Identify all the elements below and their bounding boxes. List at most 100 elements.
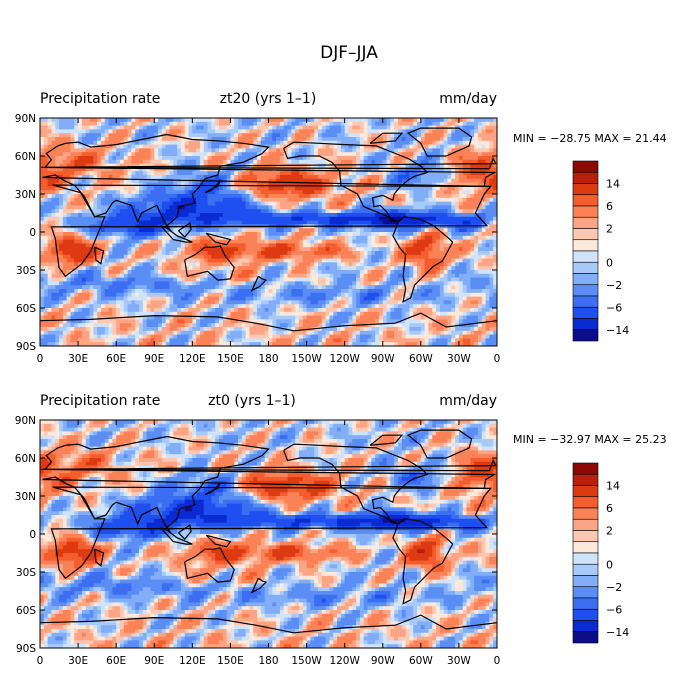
field-cell	[245, 216, 250, 221]
field-cell	[59, 178, 64, 183]
field-cell	[70, 201, 75, 206]
field-cell	[386, 129, 391, 134]
field-cell	[89, 228, 94, 233]
field-cell	[424, 171, 429, 176]
field-cell	[420, 239, 426, 244]
field-cell	[184, 205, 189, 210]
field-cell	[139, 163, 144, 168]
field-cell	[196, 220, 201, 225]
field-cell	[74, 190, 79, 195]
field-cell	[344, 220, 349, 225]
field-cell	[78, 270, 83, 275]
field-cell	[264, 262, 269, 267]
field-cell	[199, 194, 205, 199]
field-cell	[234, 182, 239, 187]
field-cell	[100, 266, 106, 271]
field-cell	[359, 140, 365, 145]
field-cell	[146, 258, 151, 263]
field-cell	[337, 209, 342, 214]
field-cell	[169, 247, 174, 252]
field-cell	[436, 224, 441, 229]
field-cell	[401, 254, 406, 259]
field-cell	[439, 205, 445, 210]
field-cell	[371, 258, 376, 263]
field-cell	[154, 220, 159, 225]
field-cell	[97, 175, 102, 180]
field-cell	[298, 205, 304, 210]
field-cell	[85, 205, 90, 210]
field-cell	[378, 213, 384, 218]
field-cell	[390, 178, 395, 183]
field-cell	[382, 254, 387, 259]
field-cell	[123, 239, 128, 244]
field-cell	[142, 228, 148, 233]
field-cell	[352, 133, 357, 138]
field-cell	[100, 194, 106, 199]
field-cell	[211, 266, 216, 271]
field-cell	[348, 137, 353, 142]
field-cell	[226, 266, 231, 271]
field-cell	[226, 144, 231, 149]
field-cell	[150, 270, 155, 275]
field-cell	[310, 254, 315, 259]
field-cell	[302, 156, 307, 161]
field-cell	[287, 125, 292, 130]
field-cell	[397, 186, 403, 191]
field-cell	[43, 224, 49, 229]
field-cell	[97, 156, 102, 161]
field-cell	[104, 167, 109, 172]
field-cell	[62, 171, 68, 176]
field-cell	[470, 171, 475, 176]
field-cell	[123, 171, 128, 176]
field-cell	[241, 273, 247, 278]
field-cell	[97, 178, 102, 183]
field-cell	[85, 178, 90, 183]
field-cell	[150, 137, 155, 142]
field-cell	[466, 156, 471, 161]
field-cell	[199, 243, 205, 248]
field-cell	[344, 266, 349, 271]
field-cell	[173, 247, 178, 252]
field-cell	[238, 209, 243, 214]
field-cell	[481, 262, 486, 267]
field-cell	[394, 148, 399, 153]
field-cell	[81, 144, 87, 149]
field-cell	[386, 144, 391, 149]
field-cell	[455, 152, 460, 157]
field-cell	[493, 175, 497, 180]
field-cell	[291, 137, 296, 142]
field-cell	[59, 118, 64, 123]
field-cell	[451, 171, 456, 176]
field-cell	[302, 197, 307, 202]
field-cell	[474, 251, 479, 256]
field-cell	[436, 216, 441, 221]
field-cell	[447, 254, 452, 259]
field-cell	[409, 159, 414, 164]
field-cell	[180, 216, 186, 221]
field-cell	[66, 129, 71, 134]
field-cell	[104, 194, 109, 199]
field-cell	[276, 258, 281, 263]
field-cell	[413, 178, 418, 183]
field-cell	[51, 247, 56, 252]
field-cell	[177, 273, 182, 278]
field-cell	[436, 129, 441, 134]
field-cell	[211, 197, 216, 202]
field-cell	[481, 186, 486, 191]
field-cell	[78, 197, 83, 202]
field-cell	[123, 270, 128, 275]
field-cell	[207, 213, 212, 218]
field-cell	[264, 220, 269, 225]
field-cell	[310, 118, 315, 123]
field-cell	[180, 159, 186, 164]
field-cell	[127, 201, 132, 206]
field-cell	[458, 144, 464, 149]
field-cell	[215, 156, 220, 161]
field-cell	[378, 220, 384, 225]
field-cell	[375, 247, 380, 252]
field-cell	[470, 167, 475, 172]
field-cell	[154, 197, 159, 202]
field-cell	[424, 186, 429, 191]
field-cell	[158, 178, 163, 183]
field-cell	[207, 205, 212, 210]
